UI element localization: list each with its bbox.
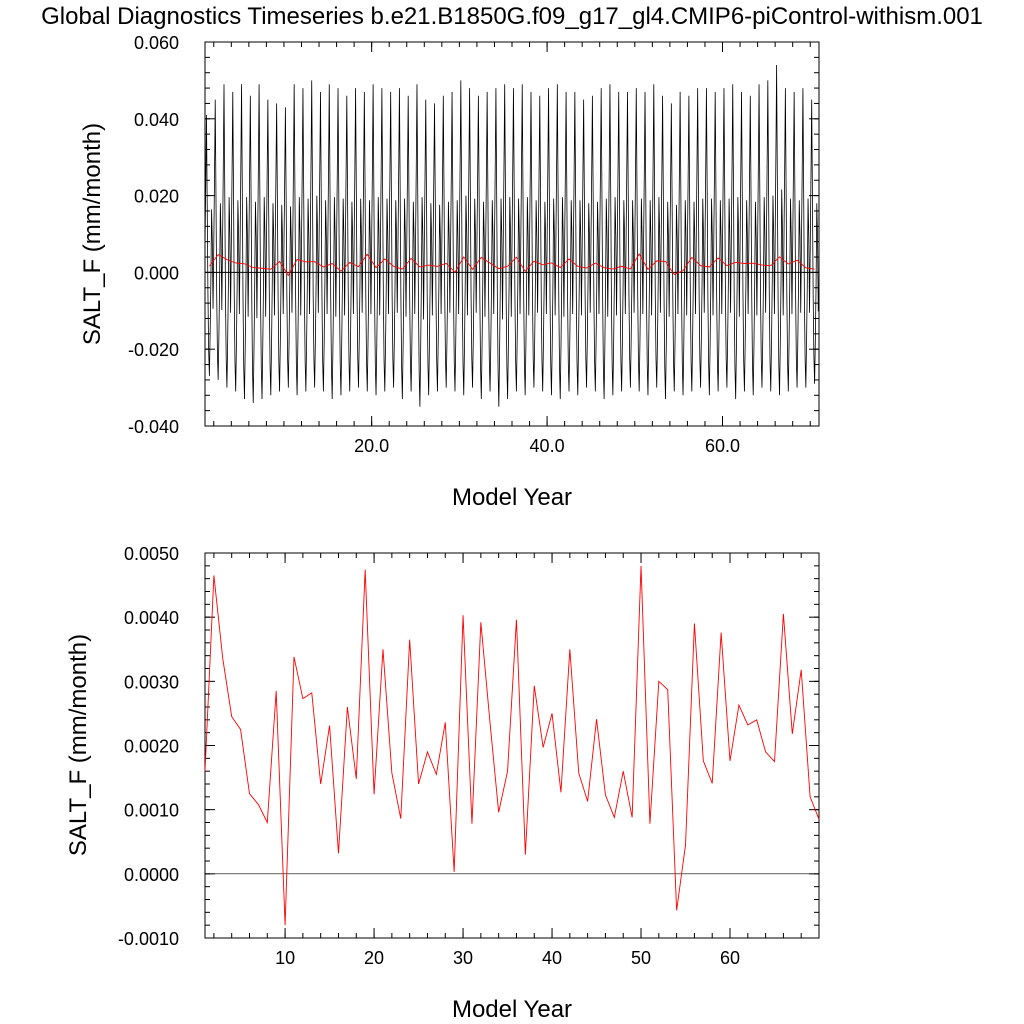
x-tick-label: 60.0 xyxy=(705,436,740,456)
plot-frame xyxy=(204,552,820,939)
x-axis-label: Model Year xyxy=(452,484,572,511)
y-tick-label: 0.000 xyxy=(134,263,179,283)
x-tick-label: 50 xyxy=(631,948,651,968)
x-tick-labels: 10 20 30 40 50 60 xyxy=(275,948,740,968)
y-tick-label: 0.020 xyxy=(134,187,179,207)
y-tick-label: -0.020 xyxy=(128,340,179,360)
axis-ticks xyxy=(205,41,819,427)
y-axis-label: SALT_F (mm/month) xyxy=(79,123,106,345)
x-axis-label: Model Year xyxy=(452,996,572,1023)
y-tick-label: -0.0010 xyxy=(118,929,179,949)
x-tick-labels: 20.0 40.0 60.0 xyxy=(354,436,740,456)
annual-series-line xyxy=(209,253,815,277)
x-tick-label: 30 xyxy=(453,948,473,968)
y-tick-labels: -0.040 -0.020 0.000 0.020 0.040 0.060 xyxy=(128,33,179,437)
panel-monthly: -0.040 -0.020 0.000 0.020 0.040 0.060 20.0 40.… xyxy=(79,33,820,511)
x-tick-label: 20.0 xyxy=(354,436,389,456)
y-tick-label: 0.0020 xyxy=(124,737,179,757)
monthly-series-line xyxy=(204,65,819,407)
figure-title: Global Diagnostics Timeseries b.e21.B185… xyxy=(41,3,983,30)
x-tick-label: 40.0 xyxy=(530,436,565,456)
x-tick-label: 20 xyxy=(364,948,384,968)
x-tick-label: 10 xyxy=(275,948,295,968)
panel-annual: -0.0010 0.0000 0.0010 0.0020 0.0030 0.0040 0.0… xyxy=(65,544,820,1023)
y-tick-label: 0.0010 xyxy=(124,801,179,821)
x-tick-label: 60 xyxy=(720,948,740,968)
y-tick-label: 0.060 xyxy=(134,33,179,53)
y-tick-label: 0.0050 xyxy=(124,544,179,564)
x-tick-label: 40 xyxy=(542,948,562,968)
annual-series-line xyxy=(204,565,820,926)
y-tick-label: 0.0000 xyxy=(124,865,179,885)
y-tick-label: 0.040 xyxy=(134,110,179,130)
y-tick-label: 0.0030 xyxy=(124,672,179,692)
y-axis-label: SALT_F (mm/month) xyxy=(65,634,92,856)
y-tick-label: 0.0040 xyxy=(124,608,179,628)
y-tick-label: -0.040 xyxy=(128,417,179,437)
axis-ticks xyxy=(205,552,820,939)
y-tick-labels: -0.0010 0.0000 0.0010 0.0020 0.0030 0.0040 0.0… xyxy=(118,544,179,949)
